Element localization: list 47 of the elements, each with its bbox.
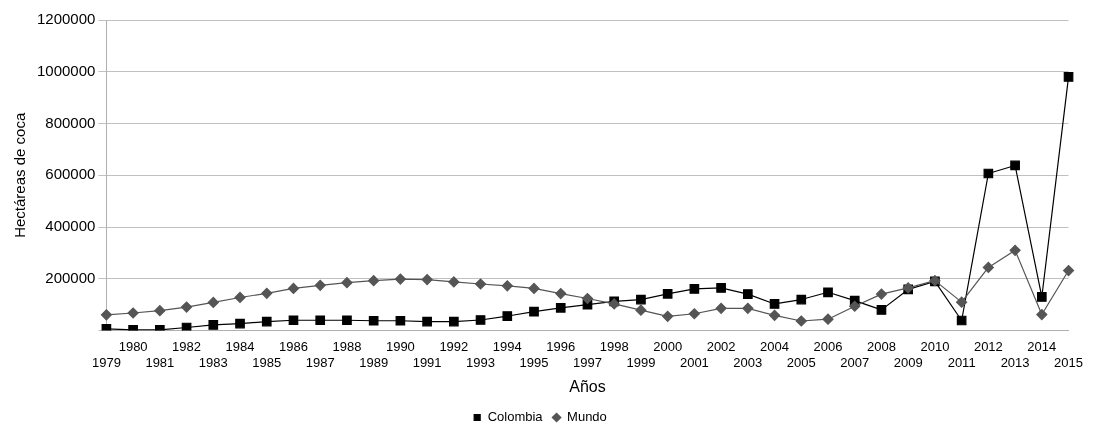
x-tick-label: 1992 — [439, 338, 469, 354]
x-tick-label: 1979 — [91, 354, 121, 370]
x-tick-label: 2005 — [786, 354, 816, 370]
x-tick-label: 1998 — [599, 338, 629, 354]
x-tick-label: 2014 — [1027, 338, 1057, 354]
x-tick-label: 2010 — [920, 338, 950, 354]
x-tick-label: 2007 — [840, 354, 870, 370]
x-tick-label: 1995 — [519, 354, 549, 370]
x-tick-label: 1991 — [412, 354, 442, 370]
y-tick-label: 1000000 — [36, 61, 96, 79]
y-tick-label: 800000 — [45, 113, 96, 131]
x-tick-label: 2004 — [760, 338, 790, 354]
x-tick-label: 1988 — [332, 338, 362, 354]
x-tick-label: 1999 — [626, 354, 656, 370]
x-tick-label: 1980 — [118, 338, 148, 354]
x-tick-label: 1993 — [466, 354, 496, 370]
x-tick-label: 2003 — [733, 354, 763, 370]
y-tick-label: 1200000 — [36, 10, 96, 28]
x-tick-label: 2008 — [867, 338, 896, 354]
x-tick-label: 1994 — [492, 338, 522, 354]
x-tick-label: 1989 — [359, 354, 389, 370]
x-axis-title: Años — [569, 377, 606, 395]
x-tick-label: 2001 — [679, 354, 709, 370]
x-tick-label: 2000 — [653, 338, 683, 354]
x-tick-label: 2013 — [1000, 354, 1030, 370]
x-tick-label: 1990 — [385, 338, 415, 354]
x-tick-label: 2002 — [706, 338, 736, 354]
x-tick-label: 1985 — [252, 354, 282, 370]
y-tick-label: 400000 — [45, 217, 96, 235]
x-tick-label: 1987 — [305, 354, 335, 370]
x-tick-label: 2011 — [947, 354, 976, 370]
x-tick-label: 1983 — [198, 354, 228, 370]
x-tick-label: 2009 — [893, 354, 923, 370]
x-tick-label: 1982 — [172, 338, 202, 354]
x-tick-label: 2015 — [1054, 354, 1083, 370]
x-tick-label: 2012 — [973, 338, 1003, 354]
legend-label: Mundo — [567, 409, 607, 425]
y-tick-label: 200000 — [45, 268, 96, 286]
y-axis-title: Hectáreas de coca — [11, 112, 29, 238]
x-tick-label: 1984 — [225, 338, 255, 354]
x-tick-label: 1981 — [145, 354, 175, 370]
x-tick-label: 1986 — [279, 338, 308, 354]
x-tick-label: 1996 — [546, 338, 576, 354]
y-tick-label: 600000 — [45, 165, 96, 183]
legend-label: Colombia — [487, 409, 544, 425]
x-tick-label: 2006 — [813, 338, 843, 354]
x-tick-label: 1997 — [573, 354, 602, 370]
